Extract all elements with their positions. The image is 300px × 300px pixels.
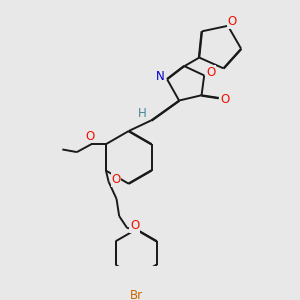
Text: O: O bbox=[221, 93, 230, 106]
Text: O: O bbox=[206, 66, 215, 79]
Text: Br: Br bbox=[130, 290, 143, 300]
Text: O: O bbox=[130, 219, 139, 232]
Text: N: N bbox=[156, 70, 165, 83]
Text: H: H bbox=[138, 107, 146, 120]
Text: O: O bbox=[85, 130, 95, 143]
Text: O: O bbox=[111, 173, 121, 186]
Text: O: O bbox=[227, 15, 236, 28]
